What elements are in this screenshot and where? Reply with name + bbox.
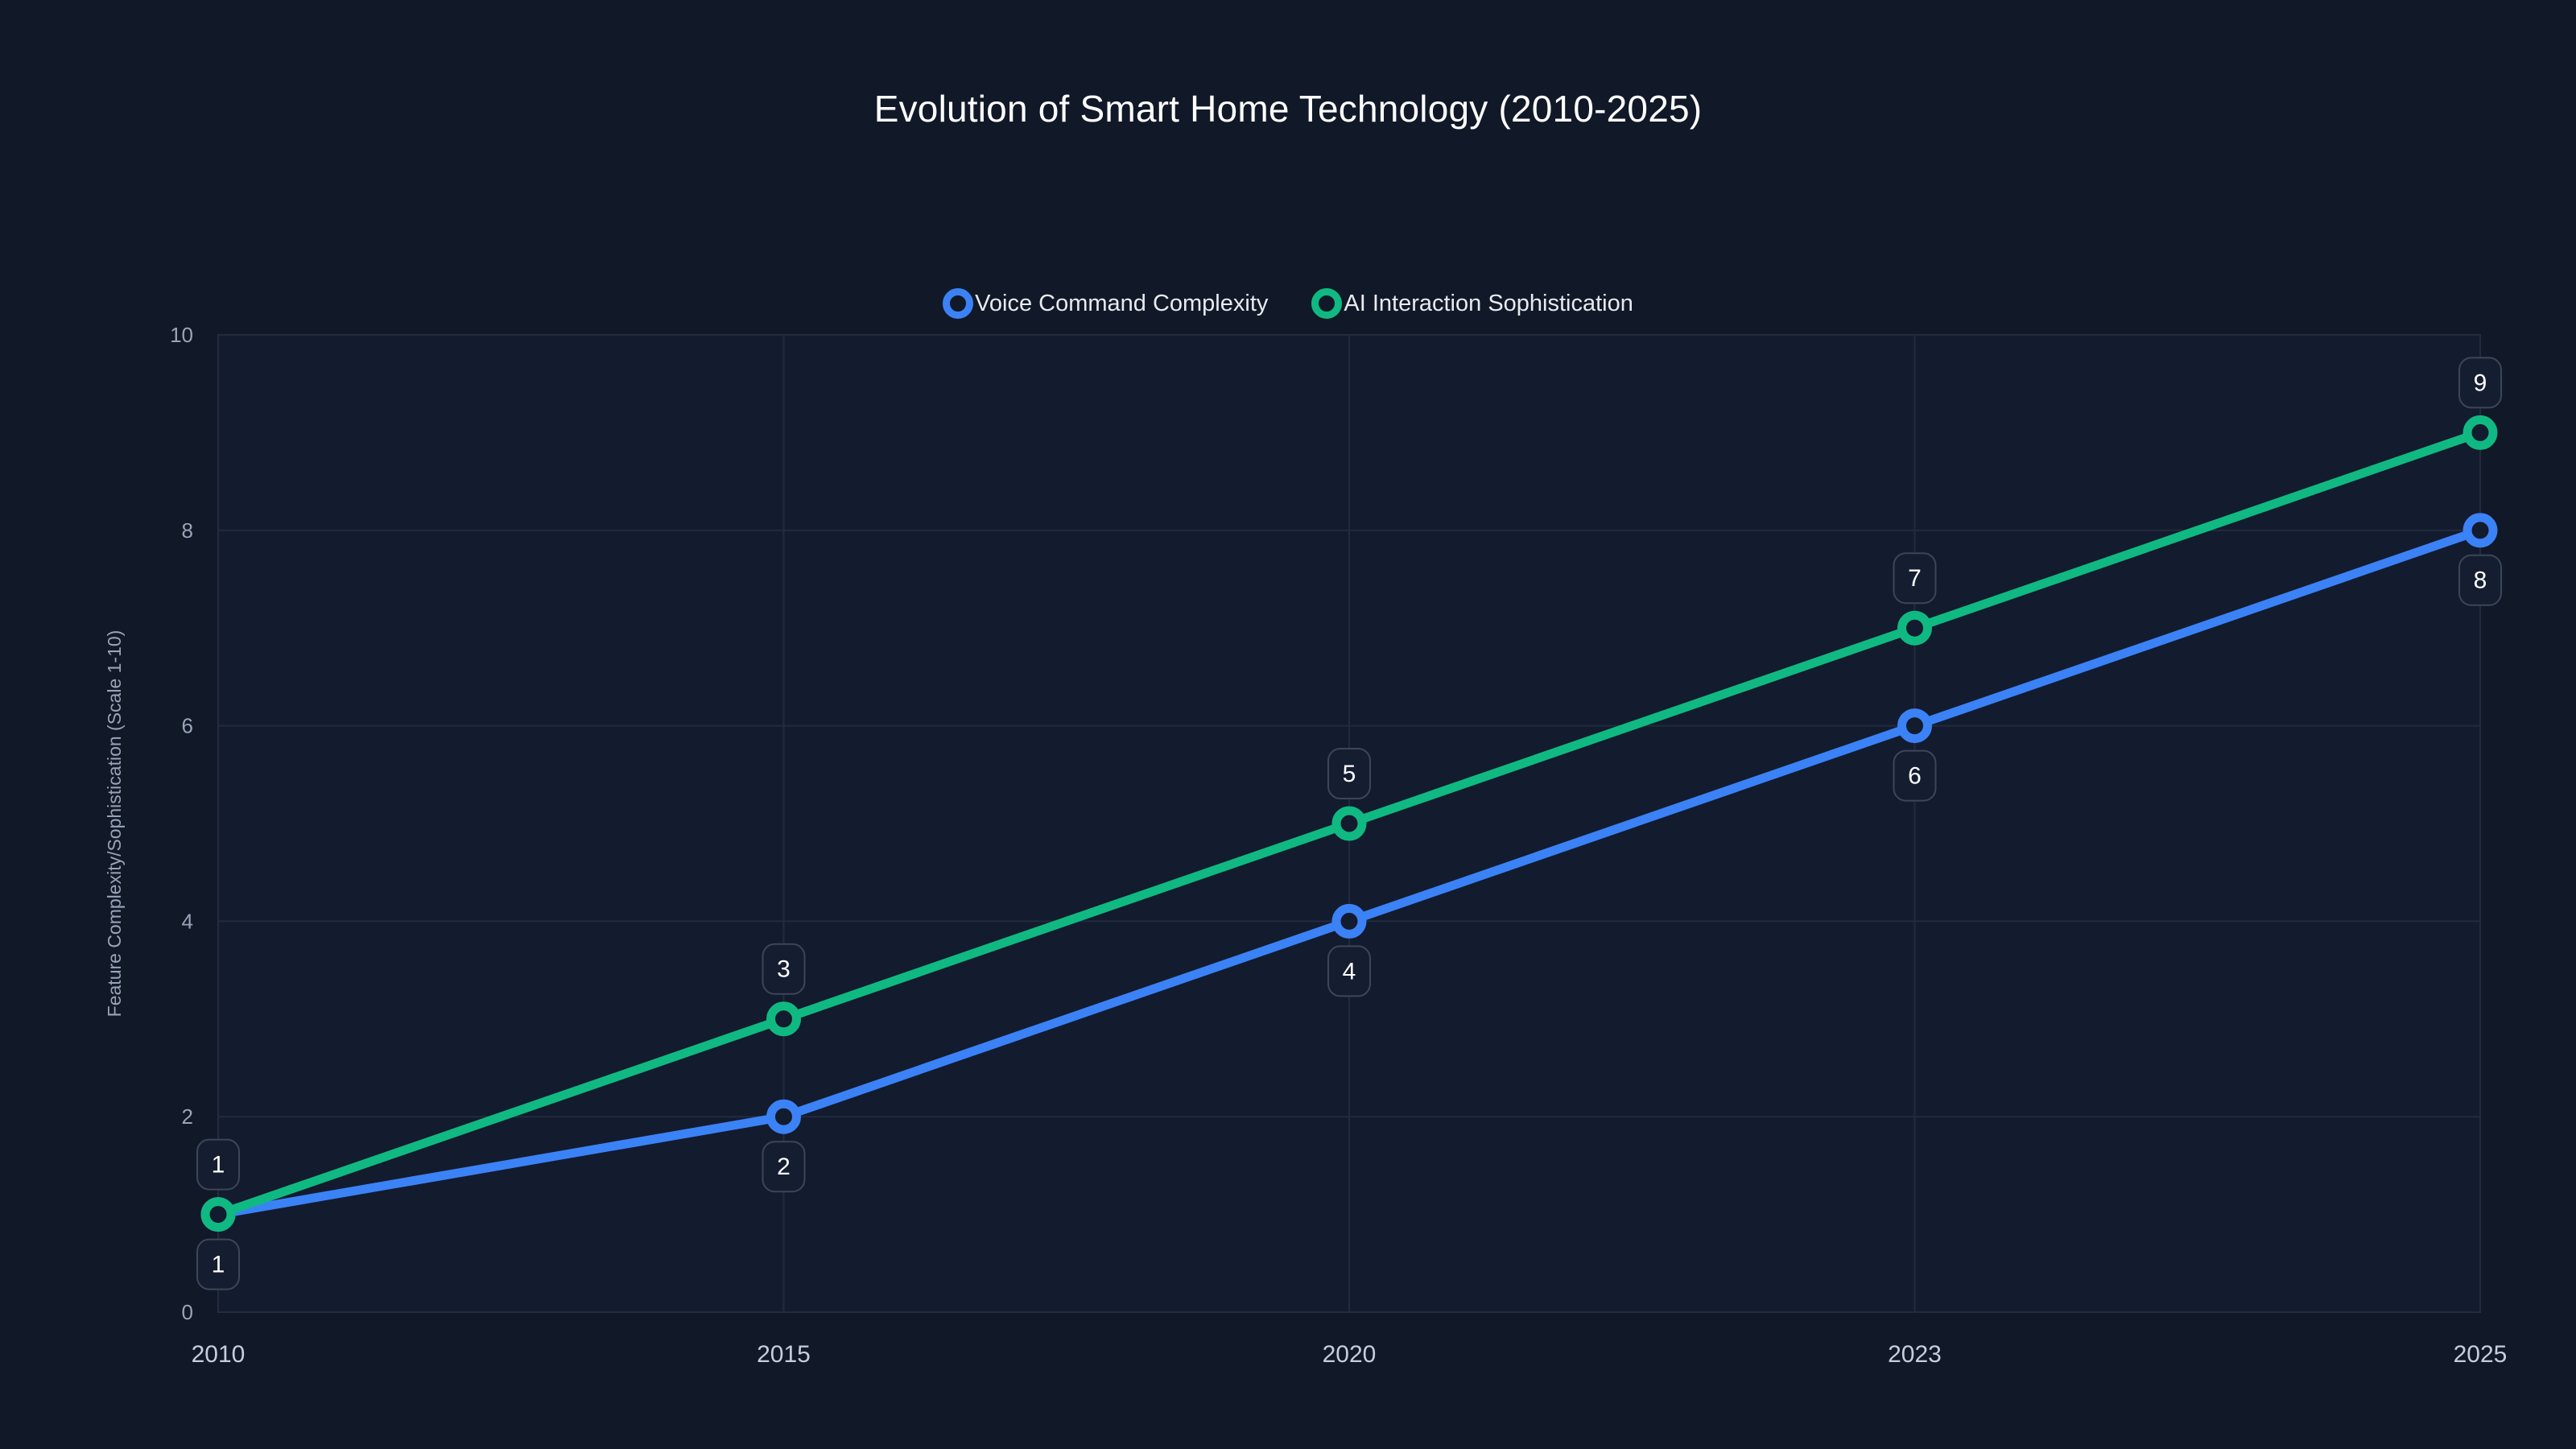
data-point-marker[interactable] — [200, 1197, 236, 1232]
y-axis-tick-label: 0 — [182, 1300, 193, 1324]
legend-marker-icon-series-2 — [1311, 288, 1343, 319]
svg-text:9: 9 — [2474, 369, 2487, 396]
data-point-label: 6 — [1893, 749, 1937, 802]
svg-text:2: 2 — [777, 1154, 791, 1180]
x-axis-tick-label: 2015 — [757, 1341, 811, 1368]
y-axis-tick-label: 10 — [170, 323, 193, 347]
data-point-marker[interactable] — [2462, 415, 2498, 450]
data-point-label: 7 — [1893, 552, 1937, 605]
data-point-label: 1 — [196, 1138, 240, 1191]
data-point-labels: 1 2 4 6 8 1 3 5 7 9 — [196, 357, 2502, 1290]
svg-text:6: 6 — [1908, 763, 1922, 790]
data-point-marker[interactable] — [1331, 903, 1367, 939]
data-point-label: 4 — [1327, 945, 1371, 997]
legend-marker-icon-series-1 — [943, 288, 974, 319]
data-point-marker[interactable] — [1897, 610, 1932, 646]
y-axis-tick-label: 8 — [182, 518, 193, 543]
data-point-marker[interactable] — [2462, 513, 2498, 548]
x-axis-ticks: 2010 2015 2020 2023 2025 — [192, 1341, 2508, 1368]
data-point-marker[interactable] — [766, 1001, 801, 1037]
data-point-label: 9 — [2458, 357, 2502, 409]
legend-label-series-2: AI Interaction Sophistication — [1344, 290, 1633, 316]
svg-text:8: 8 — [2474, 568, 2487, 594]
svg-text:4: 4 — [1343, 958, 1356, 985]
data-point-marker[interactable] — [766, 1099, 801, 1134]
data-point-label: 5 — [1327, 748, 1371, 799]
x-axis-tick-label: 2020 — [1323, 1341, 1377, 1368]
data-point-label: 1 — [196, 1238, 240, 1290]
y-axis-title-group: Feature Complexity/Sophistication (Scale… — [104, 630, 125, 1018]
x-axis-tick-label: 2010 — [192, 1341, 246, 1368]
x-axis-tick-label: 2023 — [1888, 1341, 1942, 1368]
chart-legend: Voice Command Complexity AI Interaction … — [0, 288, 2576, 319]
data-point-marker[interactable] — [1331, 806, 1367, 841]
svg-text:1: 1 — [212, 1152, 225, 1179]
y-axis-tick-label: 2 — [182, 1104, 193, 1129]
data-point-label: 8 — [2458, 554, 2502, 606]
legend-label-series-1: Voice Command Complexity — [975, 290, 1269, 316]
legend-item-ai-interaction-sophistication[interactable]: AI Interaction Sophistication — [1311, 288, 1633, 319]
x-axis-tick-label: 2025 — [2454, 1341, 2508, 1368]
y-axis-ticks: 0 2 4 6 8 10 — [170, 323, 193, 1324]
data-point-label: 3 — [762, 943, 806, 995]
y-axis-tick-label: 6 — [182, 714, 193, 738]
page-title: Evolution of Smart Home Technology (2010… — [873, 88, 1703, 130]
data-markers — [200, 415, 2498, 1232]
data-point-marker[interactable] — [1897, 708, 1932, 744]
y-axis-title: Feature Complexity/Sophistication (Scale… — [104, 630, 125, 1018]
y-axis-tick-label: 4 — [182, 909, 193, 933]
svg-text:3: 3 — [777, 956, 791, 983]
svg-text:5: 5 — [1343, 761, 1356, 787]
svg-text:1: 1 — [212, 1252, 225, 1278]
data-point-label: 2 — [762, 1141, 806, 1193]
legend-item-voice-command-complexity[interactable]: Voice Command Complexity — [943, 288, 1268, 319]
svg-text:7: 7 — [1908, 565, 1922, 592]
